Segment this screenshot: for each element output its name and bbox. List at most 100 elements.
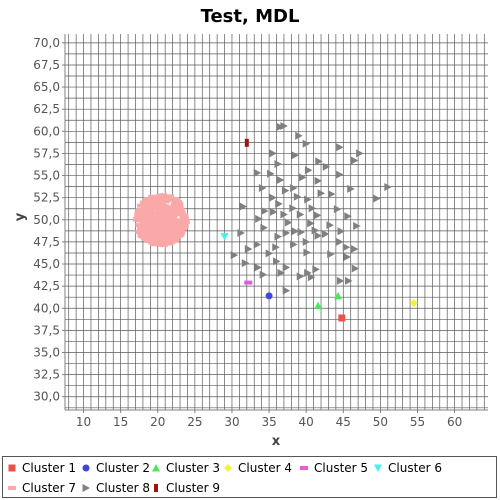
cluster-7-point bbox=[176, 209, 185, 214]
cluster-8-point bbox=[296, 210, 305, 219]
cluster-7-point bbox=[154, 222, 163, 227]
x-tick-label: 30 bbox=[224, 415, 239, 429]
cluster-8-point bbox=[304, 166, 313, 175]
cluster-8-point bbox=[265, 249, 274, 258]
cluster-7-point bbox=[157, 220, 166, 225]
y-tick-label: 30,0 bbox=[33, 390, 60, 404]
cluster-7-point bbox=[178, 226, 187, 231]
cluster-7-point bbox=[174, 225, 183, 230]
cluster-7-point bbox=[145, 222, 154, 227]
cluster-8-point bbox=[280, 210, 288, 219]
cluster-8-point bbox=[284, 218, 293, 227]
cluster-8-point bbox=[337, 227, 346, 236]
cluster-8-point bbox=[297, 228, 305, 237]
cluster-8-point bbox=[315, 157, 323, 166]
cluster-1-point bbox=[338, 314, 346, 322]
cluster-8-point bbox=[237, 229, 245, 238]
cluster-7-point bbox=[138, 209, 147, 214]
cluster-7-point bbox=[144, 228, 153, 233]
cluster-8-point bbox=[344, 276, 353, 285]
cluster-8-point bbox=[327, 250, 335, 259]
x-tick-label: 25 bbox=[187, 415, 202, 429]
cluster-8-point bbox=[277, 268, 285, 277]
cluster-7-point bbox=[138, 226, 147, 231]
cluster-8-point bbox=[313, 211, 322, 220]
cluster-8-point bbox=[353, 221, 361, 230]
legend-label-cluster-3: Cluster 3 bbox=[166, 461, 220, 475]
legend-marker-cluster-3 bbox=[152, 464, 160, 472]
cluster-7-point bbox=[166, 209, 175, 214]
cluster-8-point bbox=[326, 221, 334, 230]
cluster-8-point bbox=[311, 226, 320, 235]
cluster-8-point bbox=[296, 272, 305, 281]
y-tick-label: 50,0 bbox=[33, 213, 60, 227]
cluster-8-point bbox=[302, 237, 311, 246]
legend-label-cluster-7: Cluster 7 bbox=[22, 481, 76, 495]
cluster-7-point bbox=[175, 229, 184, 234]
cluster-7-point bbox=[141, 215, 150, 220]
cluster-8-point bbox=[289, 204, 297, 213]
cluster-7-point bbox=[179, 213, 188, 218]
y-tick-label: 47,5 bbox=[33, 235, 60, 249]
cluster-8-point bbox=[333, 205, 342, 214]
cluster-7-point bbox=[155, 208, 164, 213]
chart-title: Test, MDL bbox=[201, 6, 300, 27]
x-tick-label: 10 bbox=[76, 415, 91, 429]
cluster-8-point bbox=[356, 149, 364, 158]
cluster-7-point bbox=[141, 212, 150, 217]
cluster-8-point bbox=[281, 186, 290, 195]
cluster-8-point bbox=[282, 286, 291, 295]
y-tick-label: 60,0 bbox=[33, 124, 60, 138]
cluster-7-point bbox=[164, 237, 173, 242]
cluster-8-point bbox=[303, 248, 311, 257]
legend-label-cluster-5: Cluster 5 bbox=[314, 461, 368, 475]
cluster-7-point bbox=[146, 213, 155, 218]
cluster-8-point bbox=[350, 156, 359, 165]
legend-marker-cluster-4 bbox=[224, 464, 232, 472]
cluster-8-point bbox=[343, 252, 351, 261]
legend-label-cluster-4: Cluster 4 bbox=[238, 461, 292, 475]
cluster-8-point bbox=[259, 270, 268, 279]
x-axis-label: x bbox=[272, 434, 281, 449]
cluster-8-point bbox=[273, 257, 281, 266]
legend-marker-cluster-2 bbox=[82, 464, 90, 472]
cluster-7-point bbox=[134, 212, 143, 217]
cluster-8-point bbox=[327, 190, 336, 199]
y-tick-label: 67,5 bbox=[33, 58, 60, 72]
cluster-8-point bbox=[317, 189, 326, 198]
cluster-7-point bbox=[163, 219, 172, 224]
cluster-8-point bbox=[253, 168, 262, 177]
cluster-8-point bbox=[314, 231, 323, 240]
cluster-8-point bbox=[258, 183, 267, 192]
cluster-8-point bbox=[336, 143, 344, 152]
cluster-7-point bbox=[150, 228, 159, 233]
cluster-8-point bbox=[298, 173, 307, 182]
cluster-8-point bbox=[322, 162, 331, 171]
y-tick-label: 52,5 bbox=[33, 191, 60, 205]
cluster-8-point bbox=[344, 212, 352, 221]
cluster-8-point bbox=[312, 265, 320, 274]
x-tick-label: 45 bbox=[336, 415, 351, 429]
x-tick-label: 20 bbox=[150, 415, 165, 429]
cluster-8-point bbox=[260, 223, 268, 232]
cluster-7-point bbox=[166, 194, 175, 199]
cluster-7-point bbox=[170, 202, 179, 207]
cluster-8-point bbox=[270, 207, 278, 216]
cluster-7-point bbox=[151, 205, 160, 210]
cluster-8-point bbox=[230, 251, 239, 260]
y-tick-label: 37,5 bbox=[33, 323, 60, 337]
cluster-8-point bbox=[336, 170, 344, 179]
cluster-7-point bbox=[173, 206, 182, 211]
cluster-7-point bbox=[155, 236, 164, 241]
y-tick-label: 55,0 bbox=[33, 169, 60, 183]
cluster-7-point bbox=[170, 219, 179, 224]
y-tick-label: 40,0 bbox=[33, 301, 60, 315]
cluster-7-point bbox=[141, 233, 150, 238]
cluster-8-point bbox=[274, 160, 282, 169]
cluster-3-point bbox=[314, 301, 323, 310]
cluster-8-point bbox=[384, 183, 392, 192]
cluster-7-point bbox=[156, 193, 165, 198]
x-tick-label: 50 bbox=[373, 415, 388, 429]
cluster-7-point bbox=[148, 194, 157, 199]
cluster-7-point bbox=[170, 197, 179, 202]
